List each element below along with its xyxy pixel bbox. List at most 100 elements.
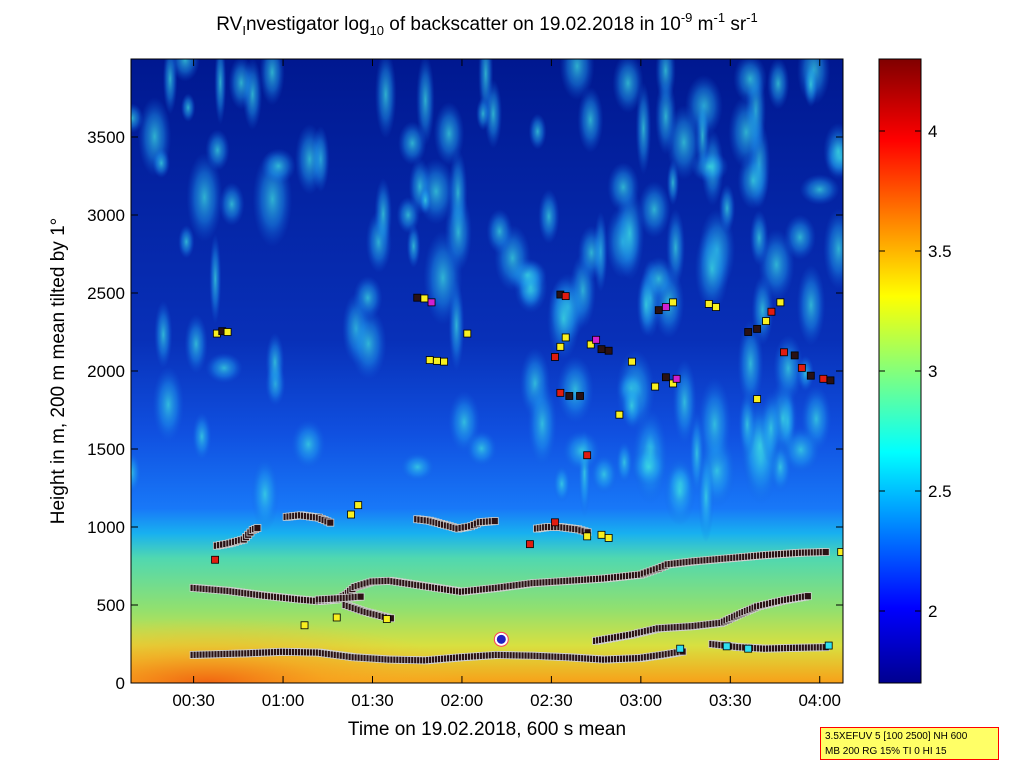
scatter-marker [382, 615, 391, 623]
scatter-marker [753, 395, 762, 403]
y-axis-label: Height in m, 200 m mean tilted by 1° [48, 218, 69, 524]
scatter-marker [628, 357, 636, 366]
aerosol-patch [538, 189, 560, 244]
aerosol-patch [697, 451, 715, 543]
settings-info-box: 3.5XEFUV 5 [100 2500] NH 600 MB 200 RG 1… [820, 727, 999, 760]
aerosol-patch [638, 181, 671, 238]
aerosol-patch [419, 186, 432, 215]
scatter-marker [332, 613, 341, 622]
aerosol-patch [154, 300, 173, 369]
aerosol-patch [547, 278, 581, 360]
scatter-marker [826, 376, 835, 385]
aerosol-patch [749, 210, 769, 266]
aerosol-patch [728, 95, 764, 169]
plot-area [131, 59, 843, 683]
scatter-marker [661, 303, 670, 311]
scatter-marker [597, 345, 606, 354]
layer-line-middle-inner [314, 592, 365, 604]
scatter-marker [592, 335, 601, 344]
x-axis-label: Time on 19.02.2018, 600 s mean [348, 719, 626, 740]
scatter-marker [556, 342, 565, 351]
scatter-marker [347, 510, 355, 519]
info-line-1: 3.5XEFUV 5 [100 2500] NH 600 [825, 731, 968, 742]
x-axis: 00:30 01:00 01:30 02:00 02:30 03:00 03:30 04:00 [172, 59, 841, 710]
aerosol-patches [131, 59, 843, 543]
layer-line-cloud-base-left [212, 524, 262, 550]
aerosol-patch [528, 113, 547, 150]
x-tick-label: 01:00 [262, 691, 305, 710]
aerosol-patch [186, 152, 223, 242]
layer-line-cloud-base-right [533, 523, 592, 537]
x-tick-label: 00:30 [172, 691, 215, 710]
aerosol-patch [737, 320, 764, 408]
aerosol-patch [259, 59, 285, 106]
scatter-marker [551, 353, 559, 361]
aerosol-patch [553, 465, 571, 503]
scatter-marker [583, 451, 592, 460]
scatter-marker [722, 642, 731, 651]
aerosol-patch [416, 59, 435, 146]
scatter-marker [744, 644, 753, 653]
aerosol-patch [767, 59, 790, 110]
layer-line-lower-rising [592, 592, 812, 645]
scatter-marker [425, 356, 434, 364]
aerosol-patch [465, 430, 498, 467]
aerosol-patch [152, 148, 171, 178]
scatter-marker [300, 621, 309, 630]
scatter-marker [561, 333, 570, 342]
scatter-marker [776, 298, 785, 307]
layer-lines [189, 511, 830, 665]
aerosol-patch [733, 59, 767, 104]
y-tick-label: 500 [97, 596, 125, 615]
scatter-marker [824, 641, 833, 650]
scatter-marker [440, 357, 448, 366]
colorbar-tick-label: 3.5 [928, 242, 952, 261]
scatter-marker [762, 317, 770, 325]
x-tick-label: 01:30 [351, 691, 394, 710]
aerosol-patch [184, 314, 208, 374]
aerosol-patch [251, 457, 279, 532]
y-tick-label: 3500 [87, 128, 125, 147]
scatter-marker [651, 382, 660, 391]
aerosol-patch [823, 208, 843, 290]
layer-marker [253, 524, 262, 532]
aerosol-patch [396, 196, 420, 234]
aerosol-patch [192, 412, 212, 461]
aerosol-patch [205, 352, 243, 384]
y-tick-label: 2000 [87, 362, 125, 381]
aerosol-patch [590, 454, 618, 494]
scatter-marker [744, 328, 753, 336]
info-line-2: MB 200 RG 15% TI 0 HI 15 [825, 746, 947, 757]
layer-marker [821, 548, 830, 556]
scatter-marker [223, 328, 232, 336]
scatter-marker [661, 373, 670, 382]
aerosol-patch [760, 391, 782, 466]
aerosol-patch [803, 61, 818, 108]
scatter-markers [211, 290, 843, 653]
scatter-marker [586, 340, 595, 349]
scatter-marker [767, 307, 776, 316]
colorbar-tick-label: 2.5 [928, 482, 952, 501]
aerosol-patch [476, 97, 490, 131]
aerosol-patch [577, 86, 604, 153]
x-tick-label: 04:00 [798, 691, 841, 710]
aerosol-patch [228, 59, 254, 110]
scatter-marker [551, 518, 559, 527]
y-tick-label: 2500 [87, 284, 125, 303]
special-marker-ring [493, 631, 509, 647]
aerosol-patch [556, 356, 594, 424]
scatter-marker [806, 371, 815, 380]
scatter-marker [604, 534, 613, 542]
colorbar-tick-label: 3 [928, 362, 937, 381]
layer-marker [490, 517, 499, 525]
chart-title: RVInvestigator log10 of backscatter on 1… [216, 10, 757, 38]
aerosol-patch [666, 105, 702, 180]
scatter-marker [753, 324, 762, 333]
scatter-marker [790, 351, 799, 360]
scatter-marker [669, 298, 677, 307]
layer-marker [356, 592, 365, 601]
x-tick-label: 02:30 [530, 691, 573, 710]
scatter-marker [526, 540, 534, 549]
aerosol-patch [400, 452, 435, 482]
aerosol-patch [635, 82, 652, 175]
